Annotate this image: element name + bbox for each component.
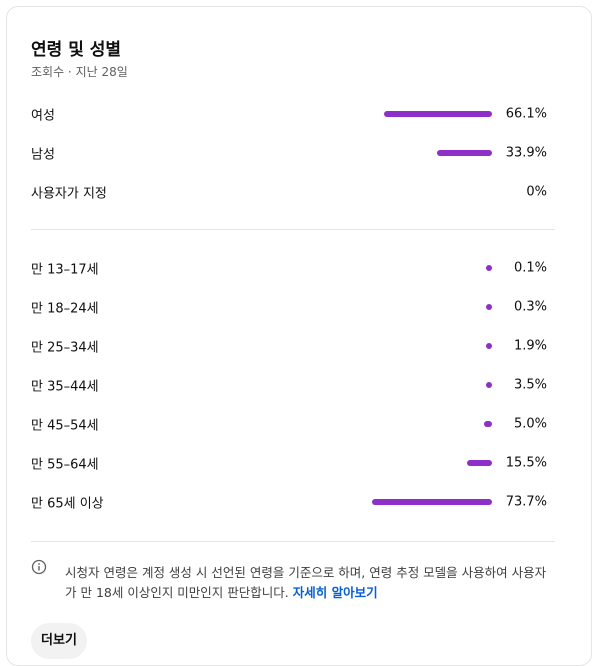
bar (466, 460, 492, 466)
learn-more-link[interactable]: 자세히 알아보기 (292, 585, 378, 600)
row-label: 만 25–34세 (31, 340, 99, 356)
row-value: 0.1% (513, 260, 547, 276)
more-button[interactable]: 더보기 (31, 623, 87, 659)
bar (486, 382, 492, 388)
row-value: 5.0% (513, 416, 547, 432)
divider (31, 229, 555, 230)
row-value: 0.3% (513, 299, 547, 315)
row-label: 남성 (31, 147, 55, 163)
row-value: 1.9% (513, 338, 547, 354)
bar (486, 343, 492, 349)
row-value: 73.7% (505, 494, 547, 510)
row-label: 만 18–24세 (31, 301, 99, 317)
row-label: 만 45–54세 (31, 418, 99, 434)
row-label: 사용자가 지정 (31, 186, 107, 202)
row-value: 0% (526, 184, 547, 200)
note-text: 시청자 연령은 계정 생성 시 선언된 연령을 기준으로 하며, 연령 추정 모… (65, 565, 547, 600)
bar (371, 499, 492, 505)
row-value: 66.1% (505, 106, 547, 122)
bar (436, 150, 492, 156)
bar (486, 265, 492, 271)
bar (486, 304, 492, 310)
divider (31, 541, 555, 542)
bar (483, 421, 492, 427)
row-label: 만 55–64세 (31, 457, 99, 473)
row-label: 여성 (31, 108, 55, 124)
row-label: 만 35–44세 (31, 379, 99, 395)
row-value: 3.5% (513, 377, 547, 393)
note: 시청자 연령은 계정 생성 시 선언된 연령을 기준으로 하며, 연령 추정 모… (65, 563, 555, 603)
row-value: 15.5% (505, 455, 547, 471)
card-subtitle: 조회수 · 지난 28일 (31, 65, 128, 79)
bar (384, 111, 492, 117)
row-value: 33.9% (505, 145, 547, 161)
card-title: 연령 및 성별 (31, 40, 122, 60)
info-icon (31, 559, 47, 575)
row-label: 만 65세 이상 (31, 496, 104, 512)
card: 연령 및 성별 조회수 · 지난 28일 시청자 연령은 계정 생성 시 선언된… (6, 6, 592, 666)
row-label: 만 13–17세 (31, 262, 99, 278)
